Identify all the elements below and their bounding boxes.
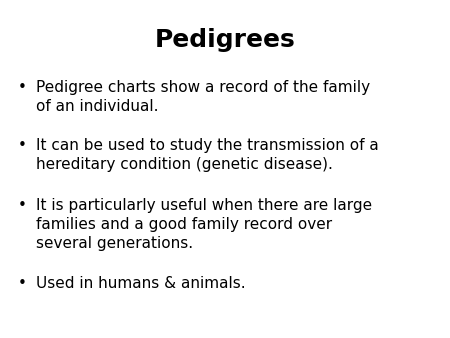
- Text: It is particularly useful when there are large
families and a good family record: It is particularly useful when there are…: [36, 198, 372, 251]
- Text: •: •: [18, 138, 27, 153]
- Text: •: •: [18, 198, 27, 213]
- Text: Pedigrees: Pedigrees: [155, 28, 295, 52]
- Text: Used in humans & animals.: Used in humans & animals.: [36, 276, 246, 291]
- Text: Pedigree charts show a record of the family
of an individual.: Pedigree charts show a record of the fam…: [36, 80, 370, 114]
- Text: It can be used to study the transmission of a
hereditary condition (genetic dise: It can be used to study the transmission…: [36, 138, 379, 172]
- Text: •: •: [18, 276, 27, 291]
- Text: •: •: [18, 80, 27, 95]
